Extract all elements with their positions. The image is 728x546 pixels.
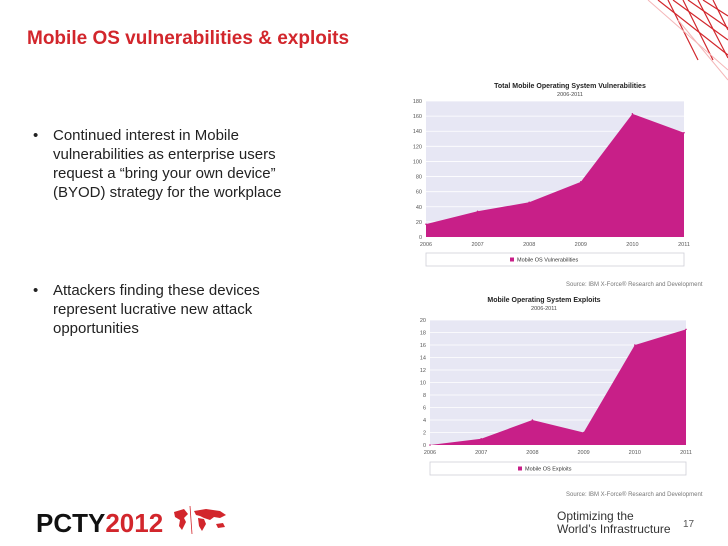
y-tick-label: 4 [423,418,426,424]
page-number: 17 [683,519,695,530]
bullet-list-2: • Attackers finding these devices repres… [31,281,321,352]
bullet-marker: • [33,282,39,299]
data-point [531,419,534,421]
y-tick-label: 12 [420,368,426,374]
y-tick-label: 80 [416,175,422,181]
y-tick-label: 160 [413,114,422,120]
tagline-line-1: Optimizing the [557,509,634,523]
x-tick-label: 2009 [577,450,589,456]
logo-text: PCTY [36,508,106,538]
data-point [631,113,634,115]
data-point [634,344,636,346]
data-point [425,223,427,225]
legend-label: Mobile OS Exploits [525,467,572,473]
corner-line-pattern [657,0,728,61]
tagline: Optimizing the World’s Infrastructure [557,510,671,536]
y-tick-label: 18 [420,331,426,337]
data-point [582,431,585,434]
chart-source-2: Source: IBM X-Force® Research and Develo… [566,492,703,498]
y-tick-label: 8 [423,393,426,399]
y-tick-label: 140 [413,129,422,135]
y-tick-label: 180 [413,99,422,105]
x-tick-label: 2008 [526,450,538,456]
data-point [429,444,431,446]
data-point [580,181,582,183]
series-area [426,113,684,237]
x-tick-label: 2007 [471,242,483,248]
x-tick-label: 2007 [475,450,487,456]
data-point [683,131,685,134]
legend-swatch [510,257,514,262]
chart-subtitle: 2006-2011 [557,92,583,98]
x-tick-label: 2006 [424,450,436,456]
pcty-logo: PCTY2012 [36,508,163,539]
chart-title: Mobile Operating System Exploits [487,297,600,304]
y-tick-label: 20 [416,220,422,226]
y-tick-label: 14 [420,356,426,362]
legend-swatch [518,466,522,471]
series-area [430,329,686,445]
chart-title: Total Mobile Operating System Vulnerabil… [494,83,646,90]
x-tick-label: 2008 [523,242,535,248]
y-tick-label: 6 [423,406,426,412]
y-tick-label: 20 [420,318,426,324]
y-tick-label: 2 [423,431,426,437]
x-tick-label: 2011 [680,450,692,456]
x-tick-label: 2006 [420,242,432,248]
y-tick-label: 16 [420,343,426,349]
legend-box [429,461,687,476]
y-tick-label: 100 [413,159,422,165]
world-map-americas [174,509,188,530]
world-map-africa [198,518,206,531]
x-tick-label: 2010 [629,450,641,456]
bullet-text: Continued interest in Mobile vulnerabili… [53,127,282,201]
chart-card-vulnerabilities: Total Mobile Operating System Vulnerabil… [398,77,696,272]
bullet-item: • Continued interest in Mobile vulnerabi… [31,126,321,202]
y-tick-label: 120 [413,144,422,150]
y-tick-label: 40 [416,205,422,211]
x-tick-label: 2010 [626,242,638,248]
tagline-line-2: World’s Infrastructure [557,522,671,536]
data-point [480,437,482,440]
data-point [528,201,530,204]
legend-label: Mobile OS Vulnerabilities [517,258,578,264]
y-tick-label: 0 [419,235,422,241]
chart-card-exploits: Mobile Operating System Exploits 2006-201… [398,294,696,484]
bullet-item: • Attackers finding these devices repres… [31,281,321,338]
bullet-text: Attackers finding these devices represen… [53,282,260,337]
corner-decoration [647,0,728,81]
world-map-meridian [189,506,193,534]
bullet-marker: • [33,127,39,144]
exploits-area-chart: Mobile Operating System Exploits 2006-201… [420,297,692,476]
corner-line-pattern-light [647,0,728,81]
y-tick-label: 0 [423,443,426,449]
chart-source-1: Source: IBM X-Force® Research and Develo… [566,282,703,288]
data-point [685,328,687,331]
legend-box [425,252,685,267]
world-map-icon [174,506,226,534]
world-map-oceania [216,523,225,528]
vulnerabilities-area-chart: Total Mobile Operating System Vulnerabil… [413,83,690,267]
slide-title: Mobile OS vulnerabilities & exploits [27,28,350,49]
logo-year: 2012 [105,508,164,538]
y-tick-label: 60 [416,190,422,196]
chart-subtitle: 2006-2011 [531,306,557,312]
bullet-list: • Continued interest in Mobile vulnerabi… [31,126,321,216]
y-tick-label: 10 [420,381,426,387]
x-tick-label: 2009 [575,242,587,248]
world-map-eurasia [194,509,226,520]
data-point [476,210,479,213]
x-tick-label: 2011 [678,242,690,248]
